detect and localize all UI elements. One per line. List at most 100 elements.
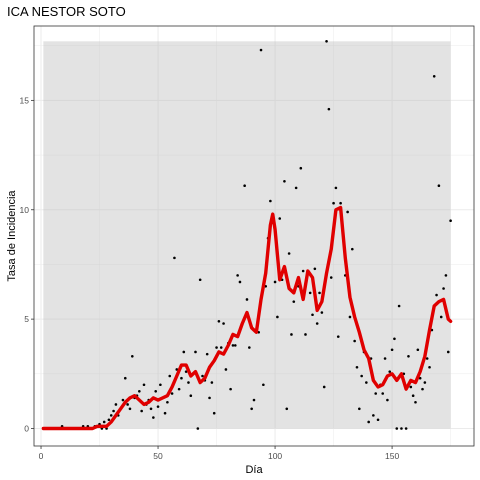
data-point bbox=[323, 386, 326, 389]
data-point bbox=[367, 421, 370, 424]
x-tick-label: 50 bbox=[153, 451, 163, 461]
data-point bbox=[449, 219, 452, 222]
data-point bbox=[126, 403, 129, 406]
data-point bbox=[208, 397, 211, 400]
data-point bbox=[124, 377, 127, 380]
data-point bbox=[372, 414, 375, 417]
data-point bbox=[234, 344, 237, 347]
data-point bbox=[166, 401, 169, 404]
data-point bbox=[410, 386, 413, 389]
y-axis-ticks: 051015 bbox=[20, 95, 34, 433]
data-point bbox=[302, 270, 305, 273]
data-point bbox=[377, 418, 380, 421]
data-point bbox=[260, 49, 263, 52]
data-point bbox=[290, 333, 293, 336]
data-point bbox=[433, 75, 436, 78]
data-point bbox=[314, 268, 317, 271]
data-point bbox=[194, 351, 197, 354]
data-point bbox=[316, 322, 319, 325]
data-point bbox=[253, 399, 256, 402]
data-point bbox=[335, 187, 338, 190]
data-point bbox=[180, 377, 183, 380]
data-point bbox=[330, 276, 333, 279]
data-point bbox=[182, 351, 185, 354]
data-point bbox=[351, 248, 354, 251]
data-point bbox=[398, 305, 401, 308]
data-point bbox=[400, 427, 403, 430]
data-point bbox=[288, 252, 291, 255]
data-point bbox=[164, 412, 167, 415]
data-point bbox=[353, 340, 356, 343]
data-point bbox=[206, 353, 209, 356]
data-point bbox=[103, 421, 106, 424]
data-point bbox=[435, 294, 438, 297]
data-point bbox=[384, 357, 387, 360]
data-point bbox=[112, 410, 115, 413]
data-point bbox=[150, 408, 153, 411]
data-point bbox=[178, 388, 181, 391]
data-point bbox=[262, 383, 265, 386]
data-point bbox=[440, 316, 443, 319]
data-point bbox=[337, 335, 340, 338]
data-point bbox=[321, 311, 324, 314]
data-point bbox=[442, 287, 445, 290]
data-point bbox=[349, 316, 352, 319]
data-point bbox=[199, 278, 202, 281]
data-point bbox=[243, 184, 246, 187]
data-point bbox=[220, 346, 223, 349]
data-point bbox=[414, 401, 417, 404]
data-point bbox=[173, 257, 176, 260]
data-point bbox=[213, 412, 216, 415]
data-point bbox=[412, 394, 415, 397]
y-axis-title: Tasa de Incidencia bbox=[6, 190, 18, 282]
data-point bbox=[129, 408, 132, 411]
y-tick-label: 10 bbox=[20, 205, 30, 215]
data-point bbox=[447, 351, 450, 354]
data-point bbox=[190, 394, 193, 397]
data-point bbox=[140, 410, 143, 413]
data-point bbox=[250, 408, 253, 411]
data-point bbox=[374, 392, 377, 395]
data-point bbox=[332, 202, 335, 205]
data-point bbox=[283, 180, 286, 183]
data-point bbox=[381, 392, 384, 395]
data-point bbox=[356, 366, 359, 369]
data-point bbox=[388, 370, 391, 373]
data-point bbox=[358, 408, 361, 411]
data-point bbox=[300, 167, 303, 170]
data-point bbox=[248, 346, 251, 349]
data-point bbox=[154, 390, 157, 393]
data-point bbox=[328, 108, 331, 111]
x-tick-label: 100 bbox=[268, 451, 282, 461]
data-point bbox=[276, 316, 279, 319]
data-point bbox=[445, 274, 448, 277]
data-point bbox=[110, 414, 113, 417]
x-axis-title: Día bbox=[245, 464, 263, 476]
data-point bbox=[318, 292, 321, 295]
data-point bbox=[211, 381, 214, 384]
data-point bbox=[239, 281, 242, 284]
data-point bbox=[159, 383, 162, 386]
y-tick-label: 15 bbox=[20, 95, 30, 105]
data-point bbox=[325, 40, 328, 43]
data-point bbox=[269, 200, 272, 203]
data-point bbox=[108, 418, 111, 421]
data-point bbox=[386, 399, 389, 402]
data-point bbox=[236, 274, 239, 277]
data-point bbox=[218, 320, 221, 323]
data-point bbox=[171, 392, 174, 395]
x-axis-ticks: 0 50 100 150 bbox=[39, 446, 400, 461]
data-point bbox=[395, 427, 398, 430]
data-point bbox=[122, 399, 125, 402]
data-point bbox=[405, 427, 408, 430]
data-point bbox=[197, 427, 200, 430]
data-point bbox=[274, 281, 277, 284]
data-point bbox=[232, 344, 235, 347]
data-point bbox=[215, 346, 218, 349]
x-tick-label: 150 bbox=[385, 451, 399, 461]
data-point bbox=[246, 298, 249, 301]
data-point bbox=[421, 388, 424, 391]
data-point bbox=[152, 416, 155, 419]
data-point bbox=[138, 390, 141, 393]
